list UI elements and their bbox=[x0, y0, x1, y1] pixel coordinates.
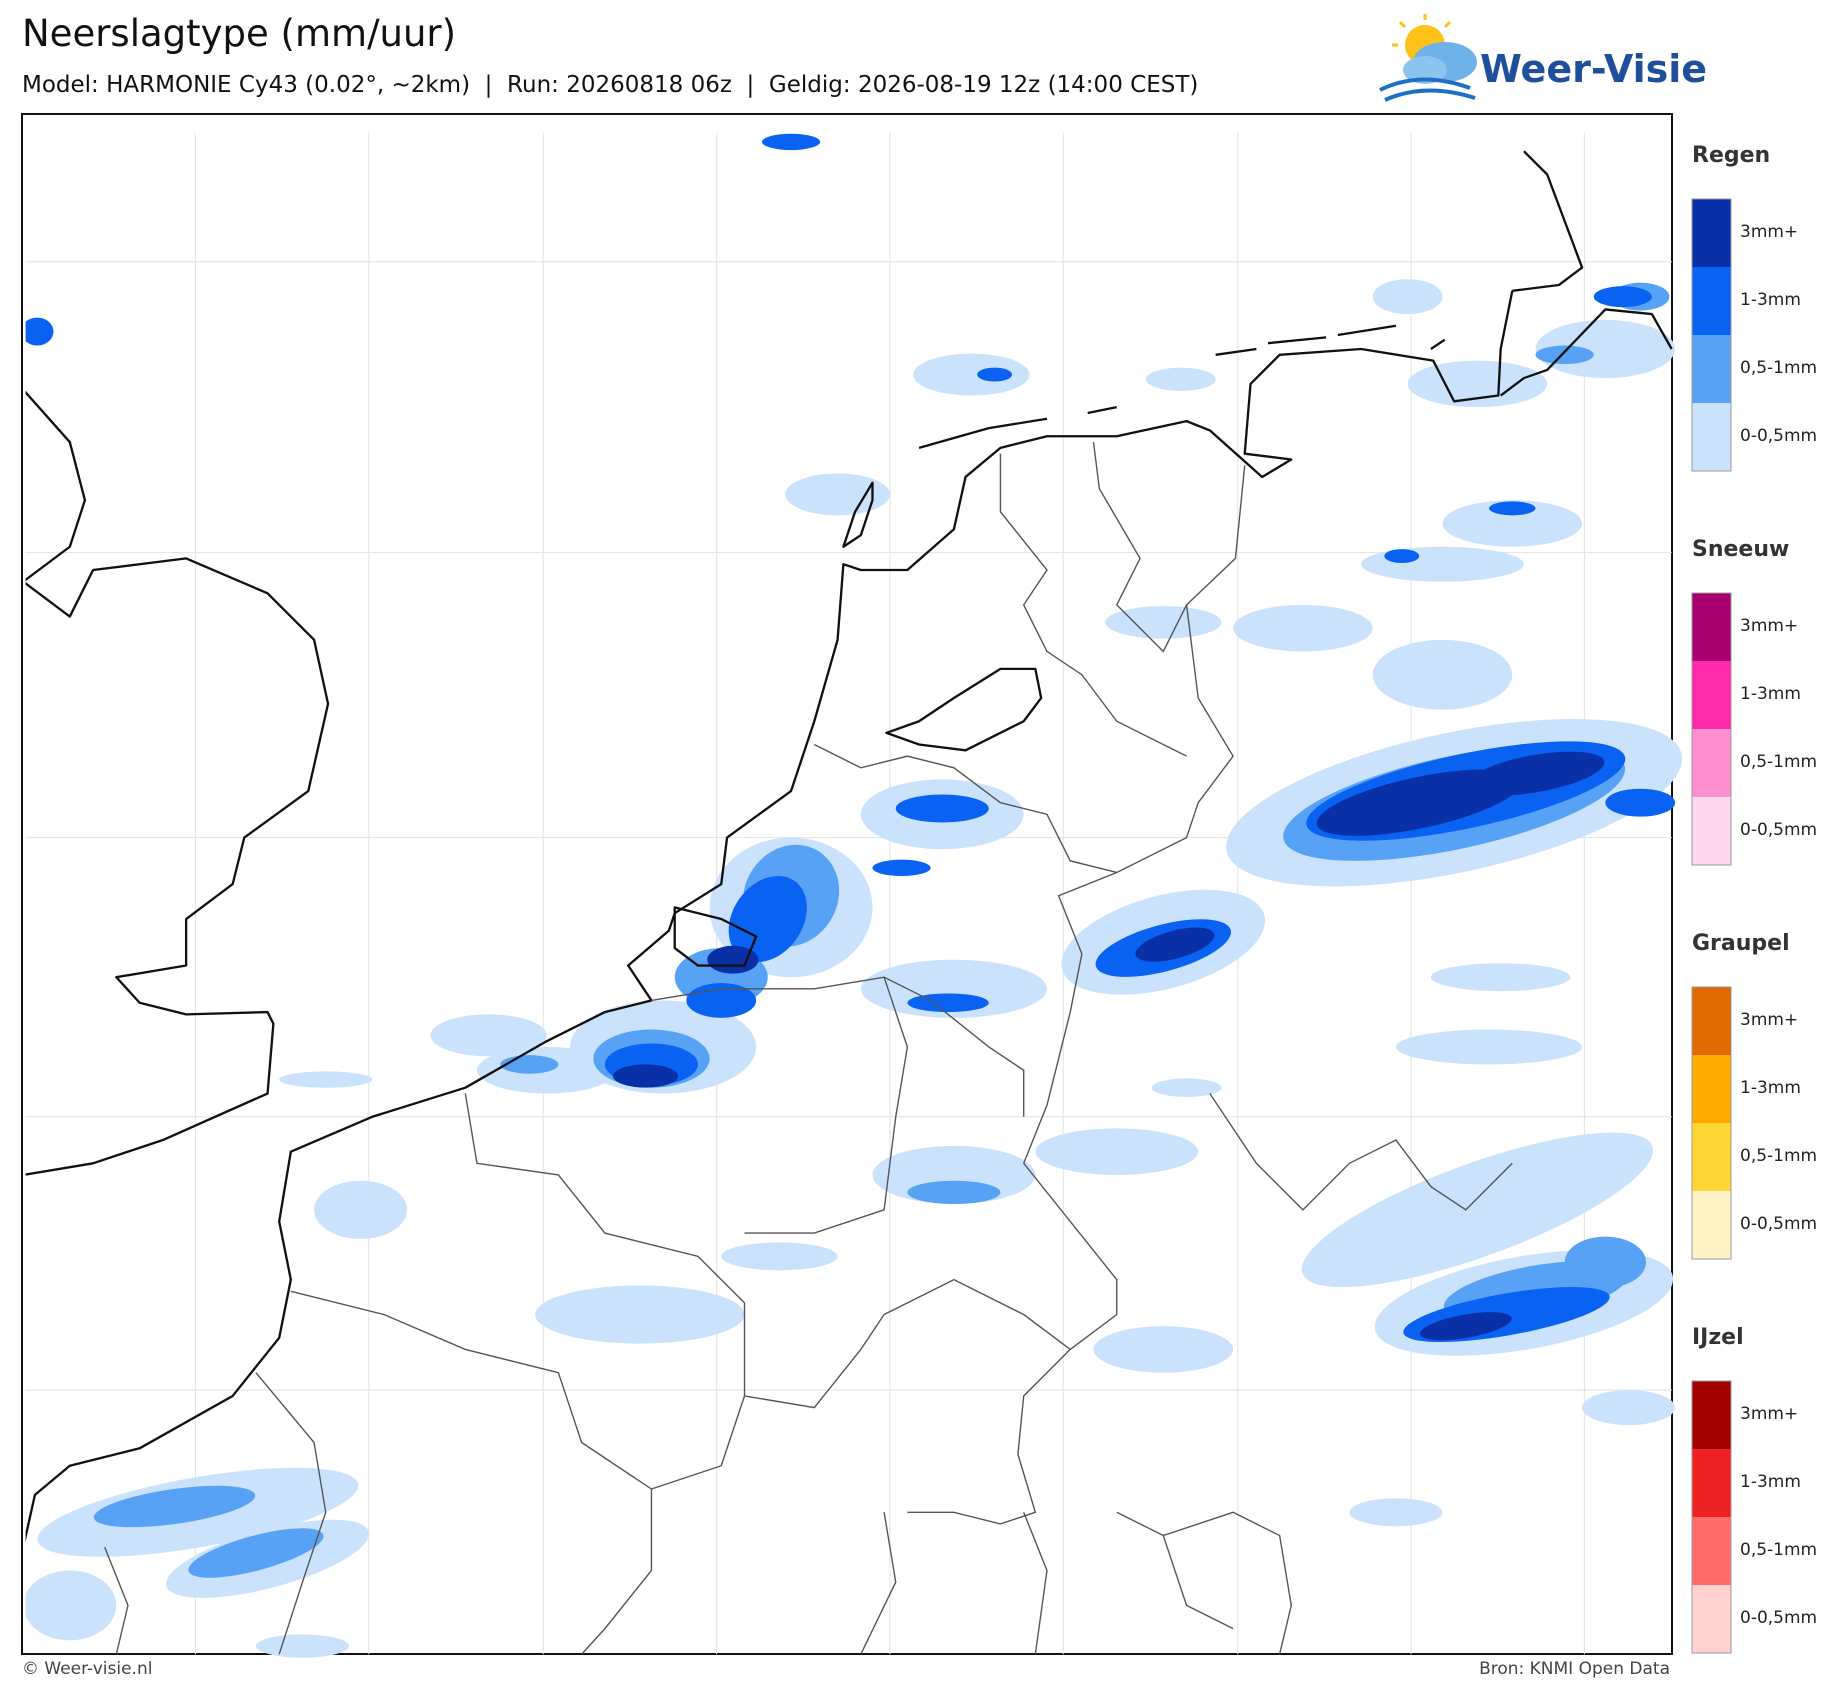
legend-swatch bbox=[1692, 1449, 1731, 1517]
legend-swatch bbox=[1692, 797, 1731, 865]
legend-swatch bbox=[1692, 1517, 1731, 1585]
legend-label: 0,5-1mm bbox=[1740, 1540, 1817, 1560]
legend-swatch bbox=[1692, 593, 1731, 661]
legend-label: 0-0,5mm bbox=[1740, 1608, 1817, 1628]
legend-swatch bbox=[1692, 661, 1731, 729]
legend-swatch bbox=[1692, 729, 1731, 797]
legend-swatch bbox=[1692, 403, 1731, 471]
legend-label: 3mm+ bbox=[1740, 1404, 1798, 1424]
legend-label: 1-3mm bbox=[1740, 1078, 1801, 1098]
legend-label: 0,5-1mm bbox=[1740, 358, 1817, 378]
legend-swatch bbox=[1692, 1381, 1731, 1449]
legend-group-title: Sneeuw bbox=[1692, 537, 1789, 562]
legend-group-title: Regen bbox=[1692, 143, 1770, 168]
legend-label: 3mm+ bbox=[1740, 222, 1798, 242]
legend-swatch bbox=[1692, 199, 1731, 267]
legend-group-title: Graupel bbox=[1692, 931, 1790, 956]
map bbox=[21, 113, 1683, 1658]
legend-label: 0-0,5mm bbox=[1740, 426, 1817, 446]
legend-swatch bbox=[1692, 1191, 1731, 1259]
footer-left: © Weer-visie.nl bbox=[22, 1659, 152, 1679]
legend: Regen 3mm+ 1-3mm 0,5-1mm 0-0,5mm Sneeuw 3mm+ 1-… bbox=[1691, 143, 1817, 1654]
footer-right: Bron: KNMI Open Data bbox=[1479, 1659, 1670, 1679]
legend-swatch bbox=[1692, 987, 1731, 1055]
legend-label: 1-3mm bbox=[1740, 684, 1801, 704]
logo: Weer-Visie bbox=[1379, 14, 1707, 102]
legend-label: 0,5-1mm bbox=[1740, 1146, 1817, 1166]
legend-border bbox=[1691, 1380, 1732, 1654]
legend-label: 1-3mm bbox=[1740, 1472, 1801, 1492]
legend-swatch bbox=[1692, 1123, 1731, 1191]
logo-text: Weer-Visie bbox=[1480, 47, 1707, 91]
legend-label: 0,5-1mm bbox=[1740, 752, 1817, 772]
legend-swatch bbox=[1692, 267, 1731, 335]
legend-label: 0-0,5mm bbox=[1740, 1214, 1817, 1234]
legend-label: 3mm+ bbox=[1740, 616, 1798, 636]
legend-swatch bbox=[1692, 335, 1731, 403]
legend-swatch bbox=[1692, 1585, 1731, 1653]
legend-border bbox=[1691, 592, 1732, 866]
title: Neerslagtype (mm/uur) bbox=[22, 12, 456, 55]
legend-border bbox=[1691, 986, 1732, 1260]
subtitle: Model: HARMONIE Cy43 (0.02°, ~2km) | Run… bbox=[22, 72, 1198, 98]
legend-swatch bbox=[1692, 1055, 1731, 1123]
legend-group-title: IJzel bbox=[1692, 1325, 1744, 1350]
legend-label: 3mm+ bbox=[1740, 1010, 1798, 1030]
legend-label: 1-3mm bbox=[1740, 290, 1801, 310]
legend-border bbox=[1691, 198, 1732, 472]
legend-label: 0-0,5mm bbox=[1740, 820, 1817, 840]
